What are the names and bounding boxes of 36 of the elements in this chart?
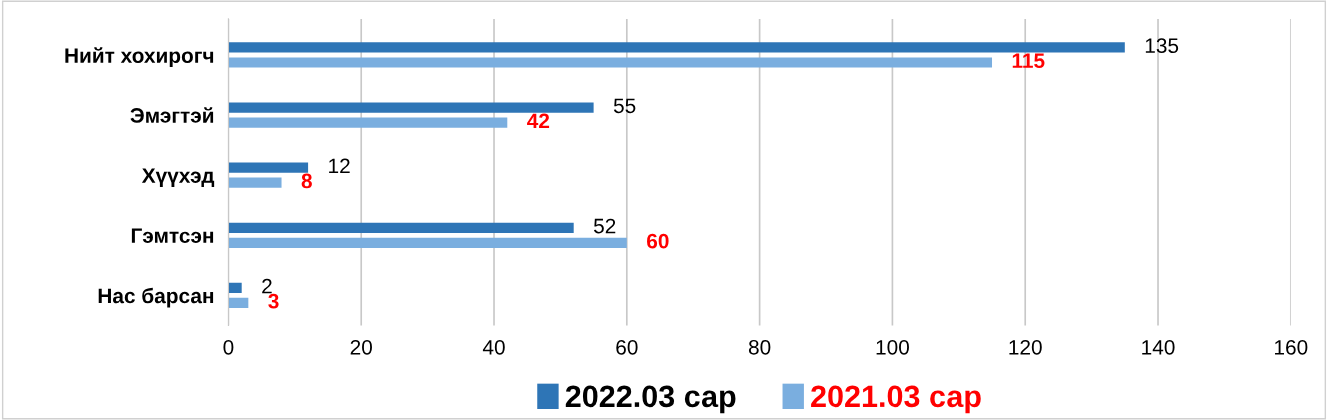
- y-tick-label: Эмэгтэй: [130, 107, 214, 123]
- bar: [228, 57, 993, 68]
- data-label: 8: [301, 173, 312, 189]
- bar: [228, 297, 249, 309]
- x-tick-label: 40: [482, 339, 505, 355]
- x-tick-label: 60: [616, 339, 638, 355]
- bar: [228, 177, 282, 188]
- bar: [228, 42, 1125, 53]
- bar: [228, 282, 242, 294]
- data-label: 42: [527, 113, 550, 128]
- x-tick-label: 160: [1275, 339, 1308, 355]
- bar: [228, 222, 574, 233]
- bar: [228, 162, 309, 173]
- data-label: 55: [613, 98, 636, 114]
- y-tick-label: Нийт хохирогч: [65, 47, 214, 68]
- data-label: 2: [262, 278, 272, 294]
- x-tick-label: 120: [1009, 339, 1042, 355]
- x-tick-label: 0: [223, 339, 234, 355]
- x-tick-label: 20: [350, 339, 372, 355]
- bar: [228, 102, 594, 113]
- y-tick-label: Гэмтсэн: [131, 228, 214, 244]
- data-label: 135: [1145, 38, 1179, 54]
- y-tick-label: Нас барсан: [98, 287, 214, 308]
- data-label: 60: [647, 233, 669, 249]
- x-tick-label: 100: [876, 339, 909, 355]
- data-label: 52: [593, 218, 616, 234]
- bar: [228, 117, 508, 128]
- data-label: 115: [1012, 53, 1045, 69]
- data-label: 3: [268, 293, 279, 309]
- legend-label: 2022.03 сар: [565, 385, 736, 414]
- bar: [228, 237, 627, 248]
- data-label: 12: [329, 158, 350, 174]
- y-tick-label: Хүүхэд: [141, 168, 215, 188]
- x-tick-label: 140: [1142, 339, 1175, 355]
- x-tick-label: 80: [748, 339, 771, 355]
- legend-label: 2021.03 сар: [811, 385, 981, 414]
